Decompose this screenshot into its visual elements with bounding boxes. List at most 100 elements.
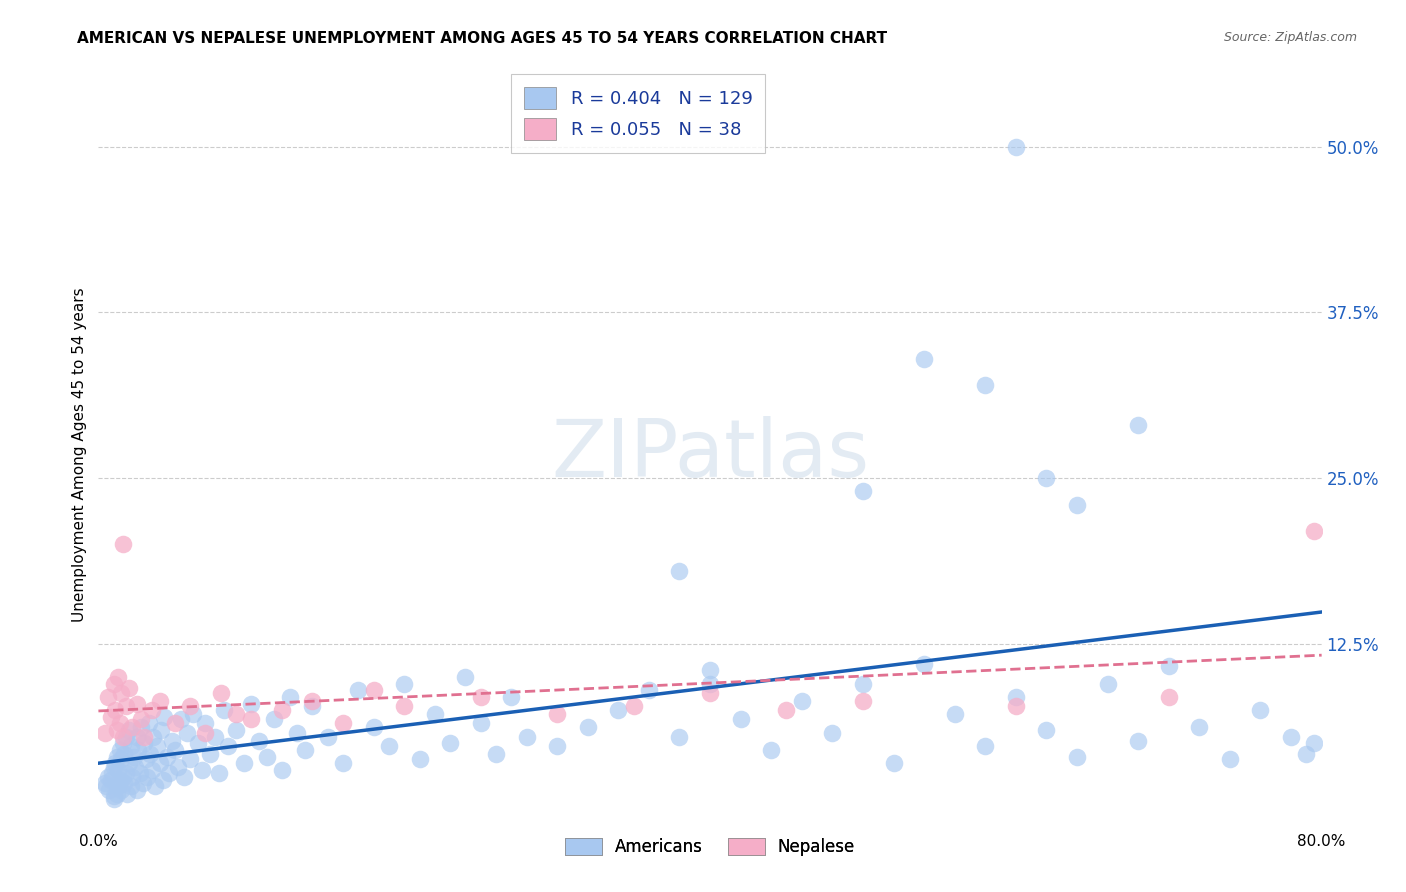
Point (294, 743, 316, 757)
Point (232, 756, 254, 771)
Point (1066, 749, 1088, 764)
Point (98, 782, 121, 797)
Point (112, 776, 135, 790)
Point (142, 730, 165, 744)
Point (93, 776, 115, 790)
Point (110, 686, 132, 700)
Point (103, 792, 125, 806)
Point (1157, 659, 1180, 673)
Point (1066, 498, 1088, 512)
Point (332, 716, 354, 731)
Point (120, 779, 142, 793)
Point (149, 694, 172, 708)
Point (118, 723, 141, 737)
Point (105, 749, 128, 764)
Text: Source: ZipAtlas.com: Source: ZipAtlas.com (1223, 31, 1357, 45)
Point (152, 773, 174, 788)
Point (157, 765, 180, 780)
Point (153, 710, 176, 724)
Text: AMERICAN VS NEPALESE UNEMPLOYMENT AMONG AGES 45 TO 54 YEARS CORRELATION CHART: AMERICAN VS NEPALESE UNEMPLOYMENT AMONG … (77, 31, 887, 46)
Point (145, 739, 167, 753)
Point (1303, 524, 1326, 538)
Point (501, 690, 523, 704)
Point (1004, 139, 1026, 153)
Point (1303, 736, 1326, 750)
Point (156, 749, 179, 764)
Point (141, 703, 163, 717)
Point (852, 676, 875, 690)
Point (120, 739, 142, 753)
Point (256, 749, 278, 764)
Point (101, 765, 124, 780)
Point (128, 765, 150, 780)
Point (179, 752, 201, 766)
Point (332, 756, 354, 771)
Point (974, 378, 997, 392)
Point (1249, 703, 1271, 717)
Point (134, 730, 156, 744)
Point (730, 713, 752, 727)
Point (470, 690, 492, 704)
Point (263, 713, 285, 727)
Point (100, 710, 122, 724)
Point (187, 736, 209, 750)
Point (111, 770, 134, 784)
Point (278, 690, 301, 704)
Point (129, 713, 152, 727)
Point (912, 657, 935, 671)
Point (347, 683, 370, 698)
Point (1004, 690, 1026, 704)
Point (301, 694, 323, 708)
Point (516, 730, 538, 744)
Point (93, 725, 115, 739)
Point (607, 703, 630, 717)
Point (163, 716, 186, 731)
Point (775, 703, 797, 717)
Point (1188, 721, 1211, 735)
Point (637, 683, 661, 698)
Point (179, 699, 201, 714)
Point (212, 703, 235, 717)
Point (974, 739, 997, 753)
Point (1157, 690, 1180, 704)
Point (111, 730, 134, 744)
Point (107, 763, 129, 777)
Legend: Americans, Nepalese: Americans, Nepalese (558, 831, 862, 863)
Point (97, 770, 120, 784)
Point (149, 756, 172, 771)
Point (270, 763, 292, 777)
Point (134, 736, 156, 750)
Point (135, 752, 157, 766)
Point (104, 703, 127, 717)
Point (110, 752, 132, 766)
Point (470, 716, 492, 731)
Point (194, 725, 217, 739)
Point (1128, 418, 1150, 433)
Point (1295, 747, 1317, 761)
Point (225, 707, 247, 722)
Point (423, 707, 446, 722)
Point (852, 694, 875, 708)
Point (136, 770, 159, 784)
Point (1097, 676, 1119, 690)
Point (124, 760, 146, 774)
Point (129, 721, 152, 735)
Point (699, 676, 721, 690)
Point (821, 725, 844, 739)
Point (163, 743, 186, 757)
Point (117, 787, 139, 801)
Point (191, 763, 214, 777)
Point (105, 723, 128, 737)
Point (108, 743, 131, 757)
Point (546, 739, 568, 753)
Point (1035, 471, 1057, 485)
Point (108, 773, 131, 788)
Point (138, 716, 160, 731)
Point (125, 730, 148, 744)
Point (104, 756, 127, 771)
Point (121, 770, 143, 784)
Point (111, 537, 134, 551)
Point (181, 707, 204, 722)
Point (176, 725, 198, 739)
Point (141, 763, 163, 777)
